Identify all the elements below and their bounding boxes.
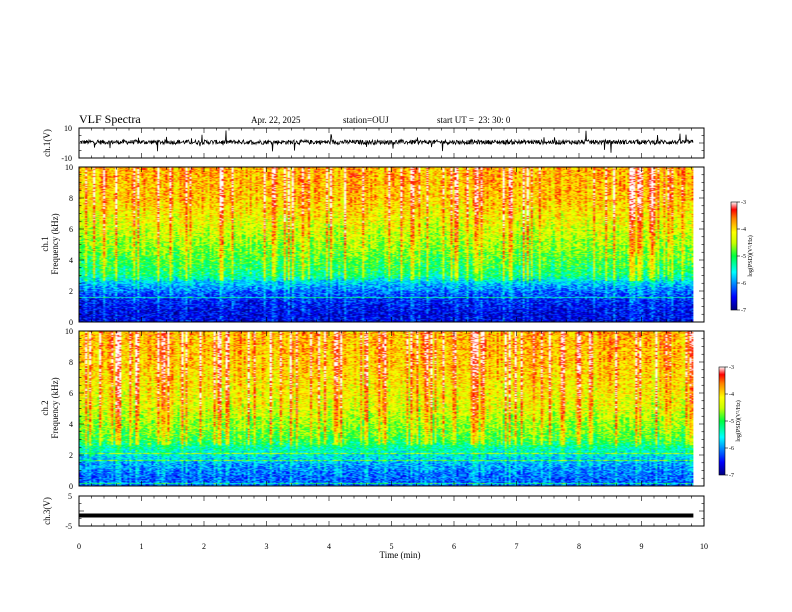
ch1-colorbar: -3 -4 -5 -6 -7 log(PSD)(V²/Hz) [730, 200, 754, 314]
ch1-spectrogram-panel: 0 2 4 6 8 10 ch.1 Frequency (kHz) [40, 163, 705, 327]
ch1-waveform-ylabel: ch.1(V) [42, 129, 52, 157]
x-tick-label: 2 [202, 542, 206, 551]
x-tick-label: 3 [265, 542, 269, 551]
figure-title: VLF Spectra [79, 112, 141, 126]
y-tick-label: 6 [69, 389, 73, 398]
ch1-colorbar-ramp [730, 201, 738, 311]
ch2-spectrogram-ylabel: Frequency (kHz) [50, 377, 60, 438]
y-tick-label: 10 [65, 163, 73, 172]
x-tick-label: 8 [577, 542, 581, 551]
colorbar-tick-label: -5 [741, 254, 746, 260]
ch3-ytick-bottom: -5 [65, 522, 72, 531]
ch2-spectrogram-image [79, 331, 694, 486]
colorbar-tick-label: -6 [729, 446, 734, 452]
ch2-colorbar: -3 -4 -5 -6 -7 log(PSD)(V²/Hz) [718, 365, 742, 479]
x-tick-label: 10 [700, 542, 708, 551]
x-axis-label: Time (min) [380, 550, 421, 560]
ch1-ytick-bottom: -10 [61, 154, 72, 163]
y-tick-label: 2 [69, 287, 73, 296]
x-tick-label: 6 [452, 542, 456, 551]
colorbar-tick-label: -7 [741, 308, 746, 314]
ch3-ytick-top: 5 [68, 492, 72, 501]
y-tick-label: 2 [69, 451, 73, 460]
colorbar-tick-label: -3 [729, 365, 734, 371]
colorbar-tick-label: -4 [729, 392, 734, 398]
x-axis: 0 1 2 3 4 5 6 7 8 9 10 [77, 127, 708, 551]
x-tick-label: 1 [140, 542, 144, 551]
ch3-waveform-ylabel: ch.3(V) [42, 497, 52, 525]
station-label: station=OUJ [343, 115, 389, 125]
ch2-colorbar-ramp [718, 366, 726, 476]
x-tick-label: 5 [390, 542, 394, 551]
ch1-spectrogram-image [79, 167, 694, 322]
colorbar-tick-label: -3 [741, 200, 746, 206]
colorbar-tick-label: -6 [741, 281, 746, 287]
y-tick-label: 0 [69, 318, 73, 327]
ch1-spectrogram-ylabel: Frequency (kHz) [50, 213, 60, 274]
y-tick-label: 8 [69, 358, 73, 367]
y-tick-label: 6 [69, 225, 73, 234]
ch1-colorbar-label: log(PSD)(V²/Hz) [747, 235, 754, 276]
ch1-waveform-trace [79, 130, 694, 153]
colorbar-tick-label: -7 [729, 473, 734, 479]
ch1-spectrogram-channel-label: ch.1 [40, 236, 50, 251]
x-tick-label: 0 [77, 542, 81, 551]
colorbar-tick-label: -5 [729, 419, 734, 425]
date-label: Apr. 22, 2025 [251, 115, 301, 125]
x-tick-label: 4 [327, 542, 331, 551]
colorbar-tick-label: -4 [741, 227, 746, 233]
ch2-colorbar-label: log(PSD)(V²/Hz) [735, 400, 742, 441]
y-tick-label: 8 [69, 194, 73, 203]
y-tick-label: 0 [69, 482, 73, 491]
y-tick-label: 4 [69, 420, 73, 429]
x-tick-label: 9 [640, 542, 644, 551]
ch2-spectrogram-channel-label: ch.2 [40, 400, 50, 415]
ch1-ytick-top: 10 [64, 124, 72, 133]
ch2-spectrogram-panel: 0 2 4 6 8 10 ch.2 Frequency (kHz) [40, 327, 705, 491]
y-tick-label: 4 [69, 256, 73, 265]
start-ut-label: start UT = 23: 30: 0 [437, 115, 511, 125]
x-tick-label: 7 [515, 542, 519, 551]
y-tick-label: 10 [65, 327, 73, 336]
